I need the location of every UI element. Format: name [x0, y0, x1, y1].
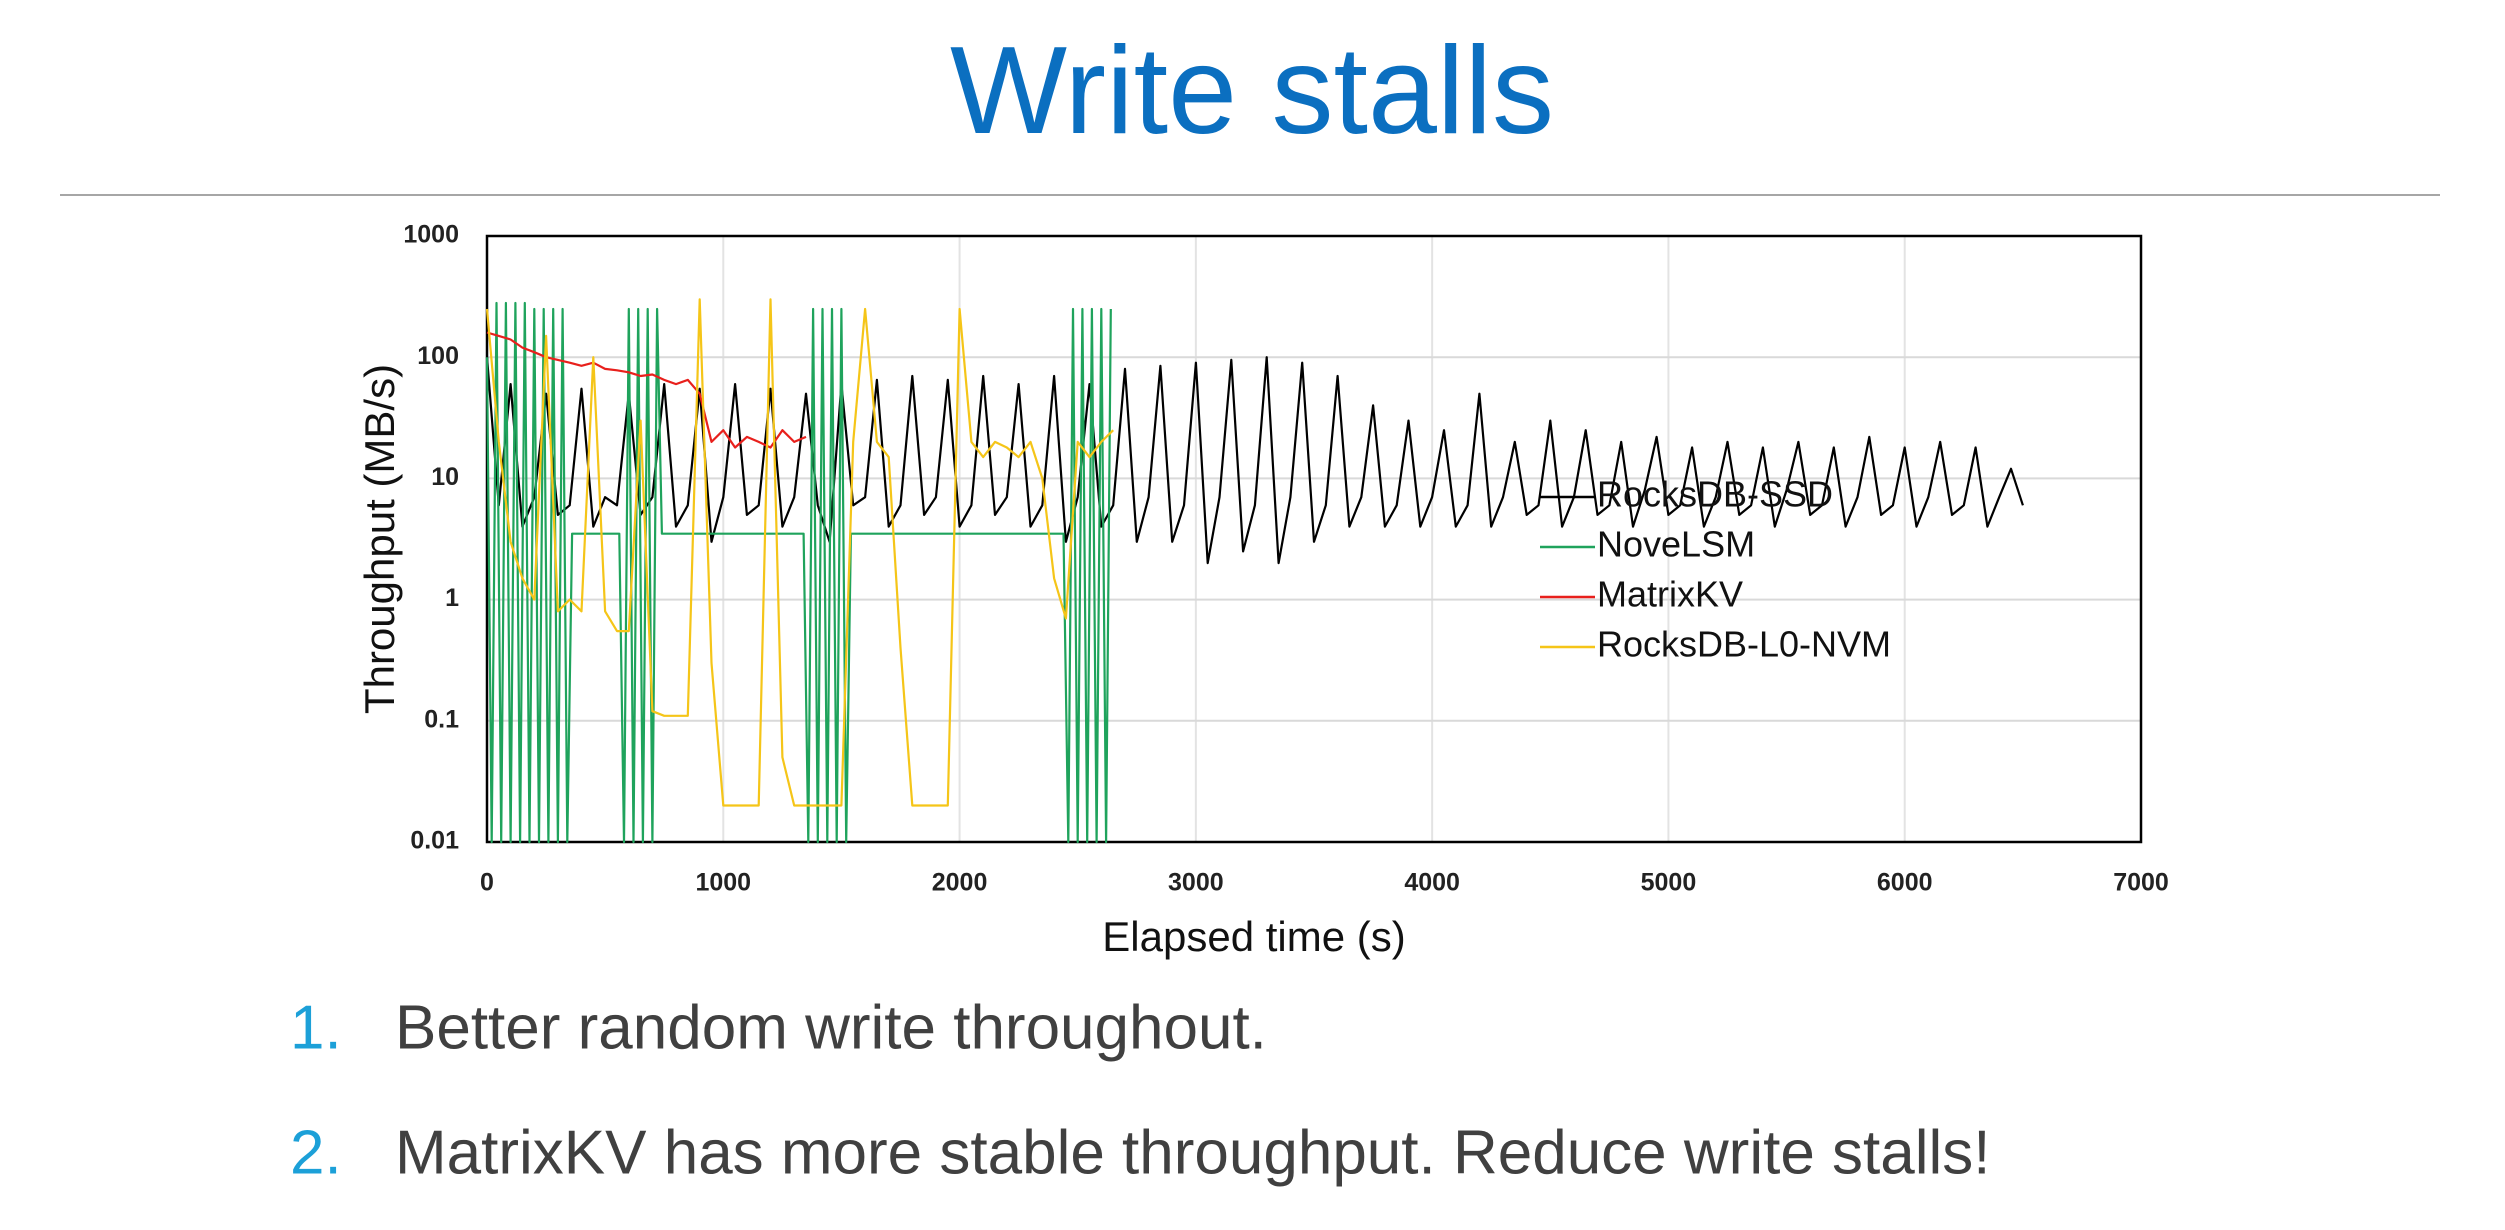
x-tick-label: 3000 — [1168, 869, 1224, 897]
y-tick-label: 1 — [445, 584, 459, 612]
x-tick-label: 6000 — [1877, 869, 1933, 897]
x-axis-label: Elapsed time (s) — [1102, 913, 1405, 960]
series-line — [485, 356, 2024, 565]
series-line — [485, 301, 1112, 844]
y-tick-label: 0.1 — [424, 705, 459, 733]
bullet-text: MatrixKV has more stable throughput. Red… — [395, 1118, 1991, 1187]
bullet-marker: 2. — [290, 1118, 342, 1187]
x-tick-label: 5000 — [1641, 869, 1697, 897]
series-line — [486, 331, 807, 449]
x-tick-label: 1000 — [695, 869, 751, 897]
y-tick-label: 10 — [431, 463, 459, 491]
bullet-text: Better random write throughout. — [395, 993, 1267, 1062]
plot-frame — [485, 234, 2143, 844]
legend-label: RocksDB-L0-NVM — [1597, 624, 1891, 665]
y-axis-label: Throughput (MB/s) — [356, 364, 403, 714]
legend-label: NoveLSM — [1597, 524, 1755, 565]
y-tick-label: 1000 — [403, 221, 459, 249]
legend-label: RocksDB-SSD — [1597, 474, 1833, 515]
bullet-marker: 1. — [290, 993, 342, 1062]
y-tick-label: 0.01 — [410, 827, 459, 855]
series-line — [485, 298, 1114, 807]
x-tick-label: 4000 — [1404, 869, 1460, 897]
legend-label: MatrixKV — [1597, 574, 1743, 615]
x-tick-label: 7000 — [2113, 869, 2169, 897]
slide-title: Write stalls — [950, 22, 1554, 160]
x-tick-label: 2000 — [932, 869, 988, 897]
y-tick-label: 100 — [417, 342, 459, 370]
x-tick-label: 0 — [480, 869, 494, 897]
